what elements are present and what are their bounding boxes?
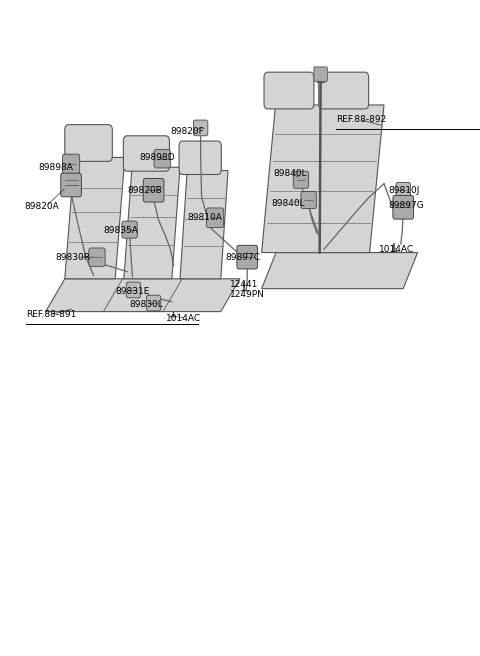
Text: 89830L: 89830L [130,300,163,309]
Text: 89830R: 89830R [55,253,90,262]
FancyBboxPatch shape [193,120,208,136]
FancyBboxPatch shape [301,192,316,209]
FancyBboxPatch shape [62,154,80,174]
Text: 1014AC: 1014AC [166,314,201,323]
FancyBboxPatch shape [179,141,221,174]
FancyBboxPatch shape [237,245,257,269]
Polygon shape [124,167,180,279]
Text: 89810J: 89810J [389,186,420,195]
Text: 89897G: 89897G [389,201,424,211]
Text: 89810A: 89810A [187,213,222,222]
Polygon shape [180,171,228,279]
Text: 89840L: 89840L [271,199,305,208]
FancyBboxPatch shape [393,195,414,219]
Polygon shape [65,157,125,279]
FancyBboxPatch shape [146,295,161,311]
FancyBboxPatch shape [314,67,327,81]
FancyBboxPatch shape [89,248,105,266]
FancyBboxPatch shape [60,173,81,197]
Text: REF.88-892: REF.88-892 [336,115,386,124]
Polygon shape [262,105,384,253]
Text: 89840L: 89840L [274,169,307,178]
FancyBboxPatch shape [396,182,410,198]
FancyBboxPatch shape [319,72,369,109]
Text: 1014AC: 1014AC [379,245,414,254]
FancyBboxPatch shape [264,72,314,109]
FancyBboxPatch shape [143,178,164,202]
Text: 89897C: 89897C [226,253,261,262]
FancyBboxPatch shape [206,208,224,228]
Text: 89820B: 89820B [127,186,162,195]
Text: 1249PN: 1249PN [230,290,265,299]
Text: 89820A: 89820A [24,202,59,211]
FancyBboxPatch shape [293,171,309,188]
Text: REF.88-891: REF.88-891 [26,310,77,319]
Text: 89898A: 89898A [38,163,73,172]
Text: 89835A: 89835A [103,226,138,236]
Text: 89820F: 89820F [170,127,204,136]
FancyBboxPatch shape [123,136,169,171]
Text: 12441: 12441 [230,279,259,289]
Polygon shape [46,279,240,312]
FancyBboxPatch shape [154,150,170,168]
Text: 89831E: 89831E [115,287,150,296]
Text: 89898D: 89898D [139,153,175,162]
FancyBboxPatch shape [122,221,137,238]
Polygon shape [262,253,418,289]
FancyBboxPatch shape [65,125,112,161]
FancyBboxPatch shape [126,282,141,298]
